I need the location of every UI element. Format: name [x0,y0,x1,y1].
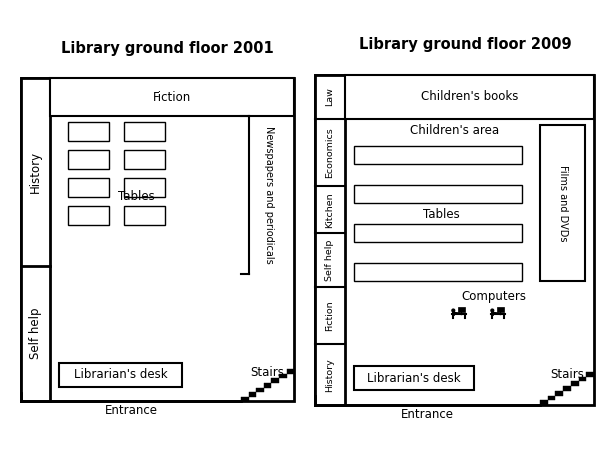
Text: Fiction: Fiction [153,90,191,104]
Text: Tables: Tables [422,208,460,221]
Text: Self help: Self help [325,239,335,281]
Bar [315,75,345,405]
Bar [548,396,556,400]
Text: Librarian's desk: Librarian's desk [367,372,461,384]
Bar [271,378,279,383]
Text: Computers: Computers [461,290,526,303]
Bar [586,372,594,377]
Bar [279,374,287,378]
Bar [249,392,256,397]
Text: Tables: Tables [118,190,155,203]
Bar [50,78,294,116]
Text: Stairs: Stairs [251,365,284,378]
Text: History: History [325,358,335,392]
Bar [540,125,585,281]
Bar [354,146,522,164]
Bar [354,263,522,281]
Bar [540,400,548,405]
Bar [68,178,109,197]
Bar [556,391,563,396]
Circle shape [452,309,455,312]
Circle shape [491,309,494,312]
Text: Films and DVDs: Films and DVDs [557,165,568,241]
Text: Library ground floor 2009: Library ground floor 2009 [359,37,571,53]
Bar [264,383,271,387]
Text: Children's books: Children's books [421,90,518,104]
Text: Newspapers and periodicals: Newspapers and periodicals [264,126,274,264]
Text: Fiction: Fiction [325,301,335,331]
Bar [241,397,249,401]
Bar [21,78,294,401]
Bar [124,122,165,141]
Text: Librarian's desk: Librarian's desk [74,369,167,382]
Bar [59,363,182,387]
Text: Entrance: Entrance [401,408,454,420]
Text: Law: Law [325,87,335,106]
Bar [354,224,522,242]
Bar [354,185,522,203]
Bar [124,178,165,197]
Text: Entrance: Entrance [104,404,157,417]
Bar [68,150,109,169]
Bar [571,382,578,386]
Bar [563,386,571,391]
Bar [68,206,109,225]
Bar [345,75,594,119]
Text: Children's area: Children's area [410,124,499,137]
Text: Library ground floor 2001: Library ground floor 2001 [61,41,274,56]
Bar [287,369,294,374]
Bar [315,75,594,405]
Text: Stairs: Stairs [550,369,584,382]
Text: Economics: Economics [325,127,335,178]
Text: Kitchen: Kitchen [325,192,335,228]
Text: Self help: Self help [29,308,42,359]
Bar [578,377,586,382]
Bar [497,307,504,312]
Bar [256,387,264,392]
Text: History: History [29,151,42,193]
Bar [124,150,165,169]
Bar [124,206,165,225]
Bar [458,307,465,312]
Bar [354,366,474,390]
Bar [21,78,50,401]
Bar [68,122,109,141]
